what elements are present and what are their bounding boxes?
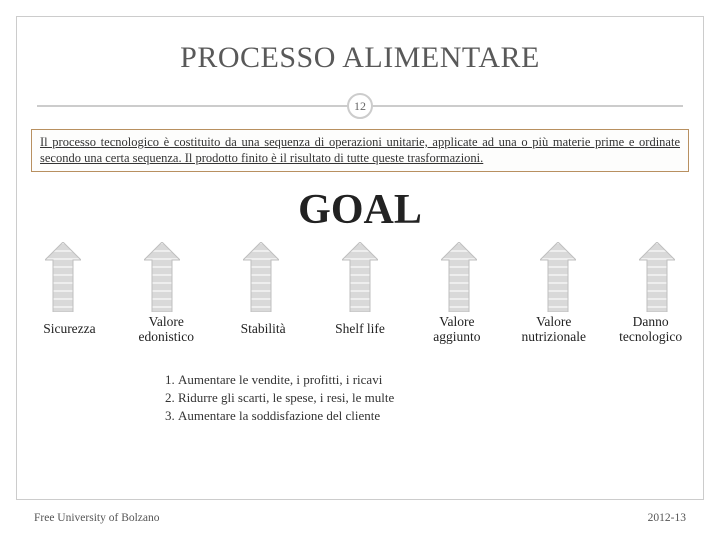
up-arrow-icon [342, 242, 378, 312]
up-arrow-icon [441, 242, 477, 312]
divider: 12 [17, 93, 703, 119]
footer-right: 2012-13 [648, 512, 686, 524]
up-arrow-icon [540, 242, 576, 312]
up-arrow-icon [45, 242, 81, 312]
column-label: Shelf life [312, 321, 409, 337]
intro-text: Il processo tecnologico è costituito da … [40, 135, 680, 165]
list-item: Aumentare le vendite, i profitti, i rica… [178, 371, 570, 389]
up-arrow-icon [639, 242, 675, 312]
labels-row: SicurezzaValoreedonisticoStabilitàShelf … [17, 314, 703, 345]
column-label: Valoreaggiunto [408, 314, 505, 345]
column-label: Stabilità [215, 321, 312, 337]
list-item: Aumentare la soddisfazione del cliente [178, 407, 570, 425]
goal-heading: GOAL [17, 186, 703, 234]
page-title: PROCESSO ALIMENTARE [17, 41, 703, 75]
footer-left: Free University of Bolzano [34, 512, 160, 524]
intro-box: Il processo tecnologico è costituito da … [31, 129, 689, 172]
column-label: Sicurezza [21, 321, 118, 337]
arrows-row [17, 242, 703, 312]
column-label: Valorenutrizionale [505, 314, 602, 345]
ordered-list: Aumentare le vendite, i profitti, i rica… [150, 371, 570, 426]
slide-frame: PROCESSO ALIMENTARE 12 Il processo tecno… [16, 16, 704, 500]
column-label: Dannotecnologico [602, 314, 699, 345]
page-number: 12 [354, 99, 366, 114]
up-arrow-icon [243, 242, 279, 312]
page-number-badge: 12 [347, 93, 373, 119]
column-label: Valoreedonistico [118, 314, 215, 345]
goals-list: Aumentare le vendite, i profitti, i rica… [150, 371, 570, 426]
list-item: Ridurre gli scarti, le spese, i resi, le… [178, 389, 570, 407]
up-arrow-icon [144, 242, 180, 312]
